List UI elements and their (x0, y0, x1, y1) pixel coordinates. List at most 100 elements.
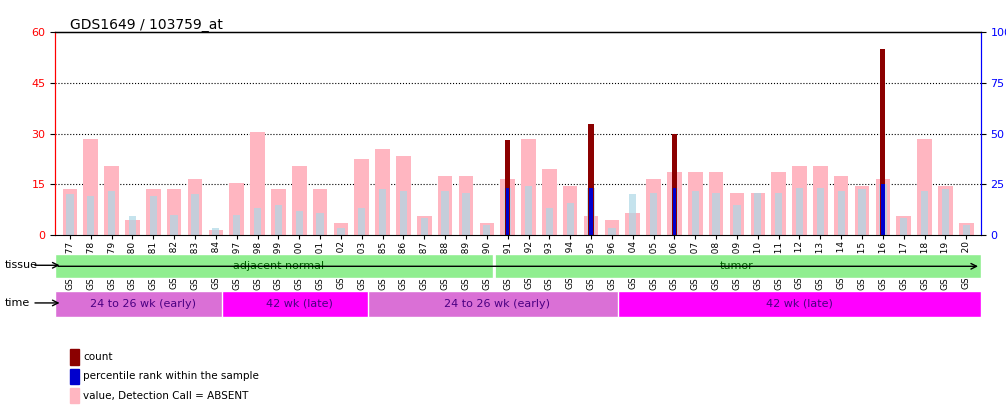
Bar (672, 134, 677, 235)
Bar (506, 188, 509, 235)
Bar (480, 223, 494, 235)
FancyBboxPatch shape (55, 291, 230, 317)
Bar (609, 228, 616, 235)
Text: 24 to 26 wk (early): 24 to 26 wk (early) (445, 299, 550, 309)
Bar (105, 166, 119, 235)
Bar (250, 132, 265, 235)
Bar (229, 183, 244, 235)
Bar (775, 193, 783, 235)
Bar (483, 225, 491, 235)
Text: value, Detection Call = ABSENT: value, Detection Call = ABSENT (83, 391, 248, 401)
Bar (855, 186, 869, 235)
Bar (566, 203, 573, 235)
Bar (880, 49, 885, 235)
Bar (167, 190, 181, 235)
Bar (442, 191, 449, 235)
Bar (334, 223, 348, 235)
Bar (271, 190, 286, 235)
Bar (796, 188, 803, 235)
Bar (88, 196, 95, 235)
Bar (691, 191, 699, 235)
Bar (667, 173, 682, 235)
Bar (590, 188, 593, 235)
Bar (417, 216, 432, 235)
Bar (275, 205, 282, 235)
Text: time: time (5, 298, 30, 308)
Bar (817, 188, 824, 235)
Bar (626, 213, 640, 235)
Bar (750, 193, 766, 235)
Text: 24 to 26 wk (early): 24 to 26 wk (early) (90, 299, 196, 309)
Bar (525, 186, 532, 235)
Bar (313, 190, 327, 235)
Bar (254, 208, 262, 235)
Bar (542, 169, 556, 235)
FancyBboxPatch shape (222, 291, 376, 317)
Text: adjacent normal: adjacent normal (232, 261, 324, 271)
Bar (942, 190, 949, 235)
Bar (421, 218, 428, 235)
Bar (317, 213, 324, 235)
Bar (959, 223, 974, 235)
Bar (188, 179, 202, 235)
Bar (754, 193, 762, 235)
Bar (900, 218, 907, 235)
Bar (858, 190, 866, 235)
Bar (673, 188, 676, 235)
Bar (834, 176, 848, 235)
Bar (838, 191, 845, 235)
Bar (583, 216, 599, 235)
Text: 42 wk (late): 42 wk (late) (766, 299, 833, 309)
Bar (939, 186, 953, 235)
Bar (191, 194, 198, 235)
Bar (963, 225, 970, 235)
Bar (709, 173, 723, 235)
Bar (917, 139, 932, 235)
Bar (650, 193, 657, 235)
Bar (292, 166, 307, 235)
Bar (83, 139, 98, 235)
FancyBboxPatch shape (368, 291, 627, 317)
Bar (463, 193, 470, 235)
Bar (170, 215, 178, 235)
Bar (354, 159, 369, 235)
Bar (881, 184, 884, 235)
Text: percentile rank within the sample: percentile rank within the sample (83, 371, 260, 381)
Text: tissue: tissue (5, 260, 38, 270)
FancyBboxPatch shape (618, 291, 981, 317)
Bar (379, 190, 386, 235)
Bar (208, 230, 223, 235)
Text: 42 wk (late): 42 wk (late) (266, 299, 333, 309)
Bar (337, 228, 344, 235)
Bar (896, 216, 911, 235)
Bar (146, 190, 161, 235)
FancyBboxPatch shape (493, 254, 981, 278)
Bar (500, 179, 515, 235)
Bar (150, 196, 157, 235)
Bar (588, 188, 595, 235)
Bar (545, 208, 553, 235)
FancyBboxPatch shape (55, 254, 501, 278)
Bar (438, 176, 453, 235)
Text: count: count (83, 352, 113, 362)
Bar (729, 193, 744, 235)
Text: tumor: tumor (720, 261, 753, 271)
Bar (233, 215, 240, 235)
Bar (920, 191, 929, 235)
Bar (296, 211, 303, 235)
Bar (399, 191, 407, 235)
Bar (129, 216, 136, 235)
Bar (521, 139, 536, 235)
Bar (792, 166, 807, 235)
Bar (563, 186, 577, 235)
Text: GDS1649 / 103759_at: GDS1649 / 103759_at (70, 18, 223, 32)
Bar (646, 179, 661, 235)
Bar (459, 176, 473, 235)
Bar (505, 141, 510, 235)
Bar (62, 190, 77, 235)
Bar (589, 124, 594, 235)
Bar (358, 208, 365, 235)
Bar (396, 156, 410, 235)
Bar (125, 220, 140, 235)
Bar (875, 179, 890, 235)
